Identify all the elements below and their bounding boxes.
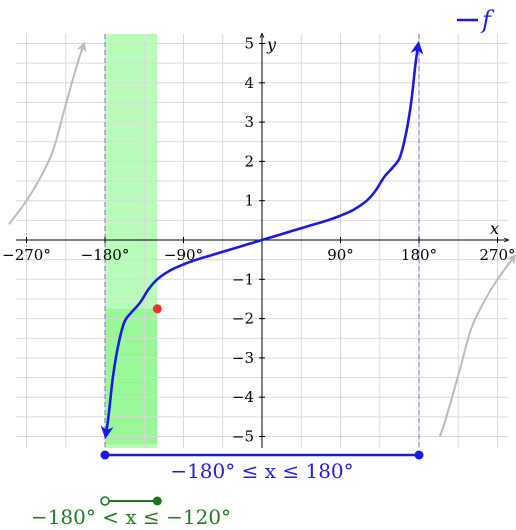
x-tick-label: 90°	[327, 246, 354, 264]
series-lines	[8, 40, 516, 440]
interval-indicators: −180° ≤ x ≤ 180° −180° < x ≤ −120°	[31, 450, 424, 529]
y-tick-label: −3	[232, 349, 254, 367]
y-tick-label: 1	[244, 192, 254, 210]
y-tick-label: −1	[232, 270, 254, 288]
domain-start-dot	[100, 450, 110, 460]
y-tick-label: −5	[232, 428, 254, 446]
legend: f	[457, 6, 495, 34]
y-tick-label: 3	[244, 113, 254, 131]
subdomain-open-start-dot	[100, 496, 110, 506]
subdomain-interval-label: −180° < x ≤ −120°	[31, 505, 231, 529]
series-line-f	[100, 40, 424, 440]
y-tick-label: 5	[244, 35, 254, 53]
x-tick-label: −180°	[81, 246, 130, 264]
legend-label: f	[480, 6, 495, 34]
y-tick-label: 4	[244, 74, 254, 92]
x-tick-label: 180°	[401, 246, 437, 264]
highlight-point-group	[152, 304, 162, 314]
x-tick-label: −90°	[164, 246, 203, 264]
series-line-faded-branch	[438, 254, 516, 437]
y-tick-label: −2	[232, 310, 254, 328]
highlight-point	[152, 304, 162, 314]
y-axis-label: y	[266, 35, 277, 54]
x-axis-label: x	[490, 219, 499, 238]
x-tick-label: −270°	[2, 246, 51, 264]
domain-interval-label: −180° ≤ x ≤ 180°	[170, 459, 353, 483]
y-tick-label: 2	[244, 152, 254, 170]
y-tick-label: −4	[232, 388, 254, 406]
series-line-faded-branch	[8, 41, 87, 225]
domain-end-dot	[414, 450, 424, 460]
subdomain-closed-end-dot	[152, 496, 162, 506]
